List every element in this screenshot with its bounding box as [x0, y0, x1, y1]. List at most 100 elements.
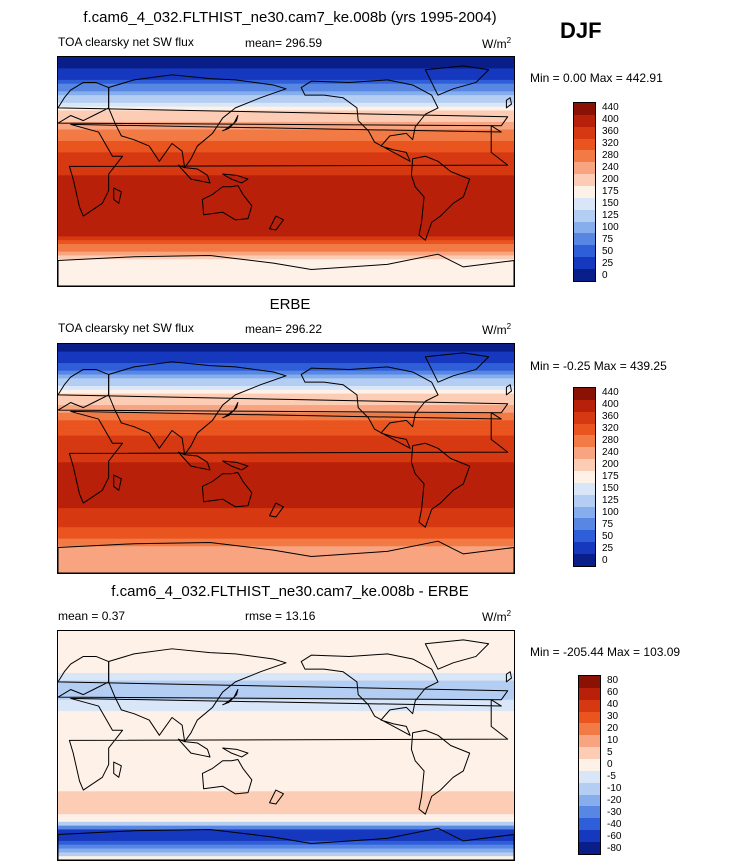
field-band [58, 485, 514, 490]
season-label: DJF [560, 18, 602, 43]
field-band [58, 756, 514, 762]
field-band [58, 213, 514, 218]
coastline [410, 155, 471, 241]
field-band [58, 722, 514, 728]
panel-1-title: f.cam6_4_032.FLTHIST_ne30.cam7_ke.008b (… [83, 9, 497, 26]
field-band [58, 802, 514, 808]
field-band [58, 489, 514, 494]
field-band [58, 385, 514, 391]
coastline [505, 671, 512, 683]
colorbar-swatch [574, 554, 595, 566]
panel-3-rmse: rmse = 13.16 [245, 609, 316, 623]
colorbar-swatch [574, 257, 595, 270]
field-band [58, 217, 514, 222]
field-band [58, 370, 514, 376]
colorbar-swatch [579, 723, 600, 736]
panel-3-title: f.cam6_4_032.FLTHIST_ne30.cam7_ke.008b -… [111, 583, 469, 600]
coastline [300, 653, 439, 736]
colorbar-tick-label: 10 [607, 735, 619, 746]
field-band [58, 255, 514, 260]
colorbar-swatch [579, 782, 600, 795]
coastline [424, 352, 490, 383]
field-band [58, 534, 514, 540]
colorbar-tick-label: 50 [602, 531, 614, 542]
field-band [58, 542, 514, 547]
field-band [58, 848, 514, 853]
panel-3-colorbar [578, 675, 601, 855]
colorbar-tick-label: 5 [607, 747, 613, 758]
field-band [58, 359, 514, 364]
colorbar-tick-label: 440 [602, 102, 619, 113]
field-band [58, 711, 514, 716]
field-band [58, 270, 514, 276]
field-band [58, 87, 514, 92]
panel-2-mean: mean= 296.22 [245, 322, 323, 336]
colorbar-tick-label: 30 [607, 711, 619, 722]
field-band [58, 98, 514, 104]
field-band [58, 500, 514, 505]
colorbar-swatch [574, 186, 595, 198]
field-band [58, 669, 514, 674]
colorbar-tick-label: 75 [602, 519, 614, 530]
field-band [58, 760, 514, 766]
colorbar-tick-label: 75 [602, 234, 614, 245]
field-band [58, 401, 514, 406]
field-band [58, 160, 514, 165]
field-band [58, 703, 514, 708]
field-band [58, 393, 514, 399]
field-band [58, 205, 514, 211]
coastline [222, 173, 249, 184]
colorbar-swatch [574, 209, 595, 222]
coastline [410, 729, 471, 815]
coastline [222, 402, 239, 419]
colorbar-tick-label: 240 [602, 162, 619, 173]
field-band [58, 779, 514, 785]
colorbar-swatch [579, 676, 600, 688]
field-band [58, 718, 514, 724]
coastline [108, 74, 287, 169]
coastline [68, 123, 509, 217]
colorbar-tick-label: -40 [607, 819, 622, 830]
coastline [113, 187, 122, 204]
colorbar-tick-label: 175 [602, 186, 619, 197]
field-band [58, 405, 514, 410]
field-band [58, 194, 514, 199]
field-band [58, 772, 514, 777]
field-band [58, 133, 514, 138]
field-band [58, 730, 514, 735]
coastline [108, 648, 287, 743]
panel-1-colorbar [573, 102, 596, 282]
colorbar-tick-label: 175 [602, 471, 619, 482]
field-band [58, 221, 514, 226]
coastline [201, 471, 253, 508]
field-band [58, 821, 514, 827]
field-band [58, 787, 514, 792]
colorbar-tick-label: 200 [602, 174, 619, 185]
field-band [58, 511, 514, 517]
colorbar-swatch [574, 518, 595, 531]
colorbar-tick-label: 440 [602, 387, 619, 398]
colorbar-swatch [574, 269, 595, 281]
colorbar-swatch [579, 818, 600, 831]
colorbar-swatch [574, 459, 595, 472]
field-band [58, 810, 514, 815]
field-band [58, 91, 514, 96]
colorbar-tick-label: 40 [607, 699, 619, 710]
field-band [58, 278, 514, 283]
field-band [58, 347, 514, 353]
colorbar-tick-label: 280 [602, 435, 619, 446]
colorbar-tick-label: 0 [607, 759, 613, 770]
colorbar-tick-label: 100 [602, 222, 619, 233]
panel-1-left-label: TOA clearsky net SW flux [58, 35, 194, 49]
field-band [58, 680, 514, 686]
panel-2-map [57, 343, 515, 574]
coastline [68, 410, 509, 504]
field-band [58, 355, 514, 360]
field-band [58, 83, 514, 89]
field-band [58, 523, 514, 528]
field-band [58, 447, 514, 452]
field-band [58, 79, 514, 85]
field-band [58, 557, 514, 563]
field-band [58, 378, 514, 383]
colorbar-swatch [579, 687, 600, 700]
